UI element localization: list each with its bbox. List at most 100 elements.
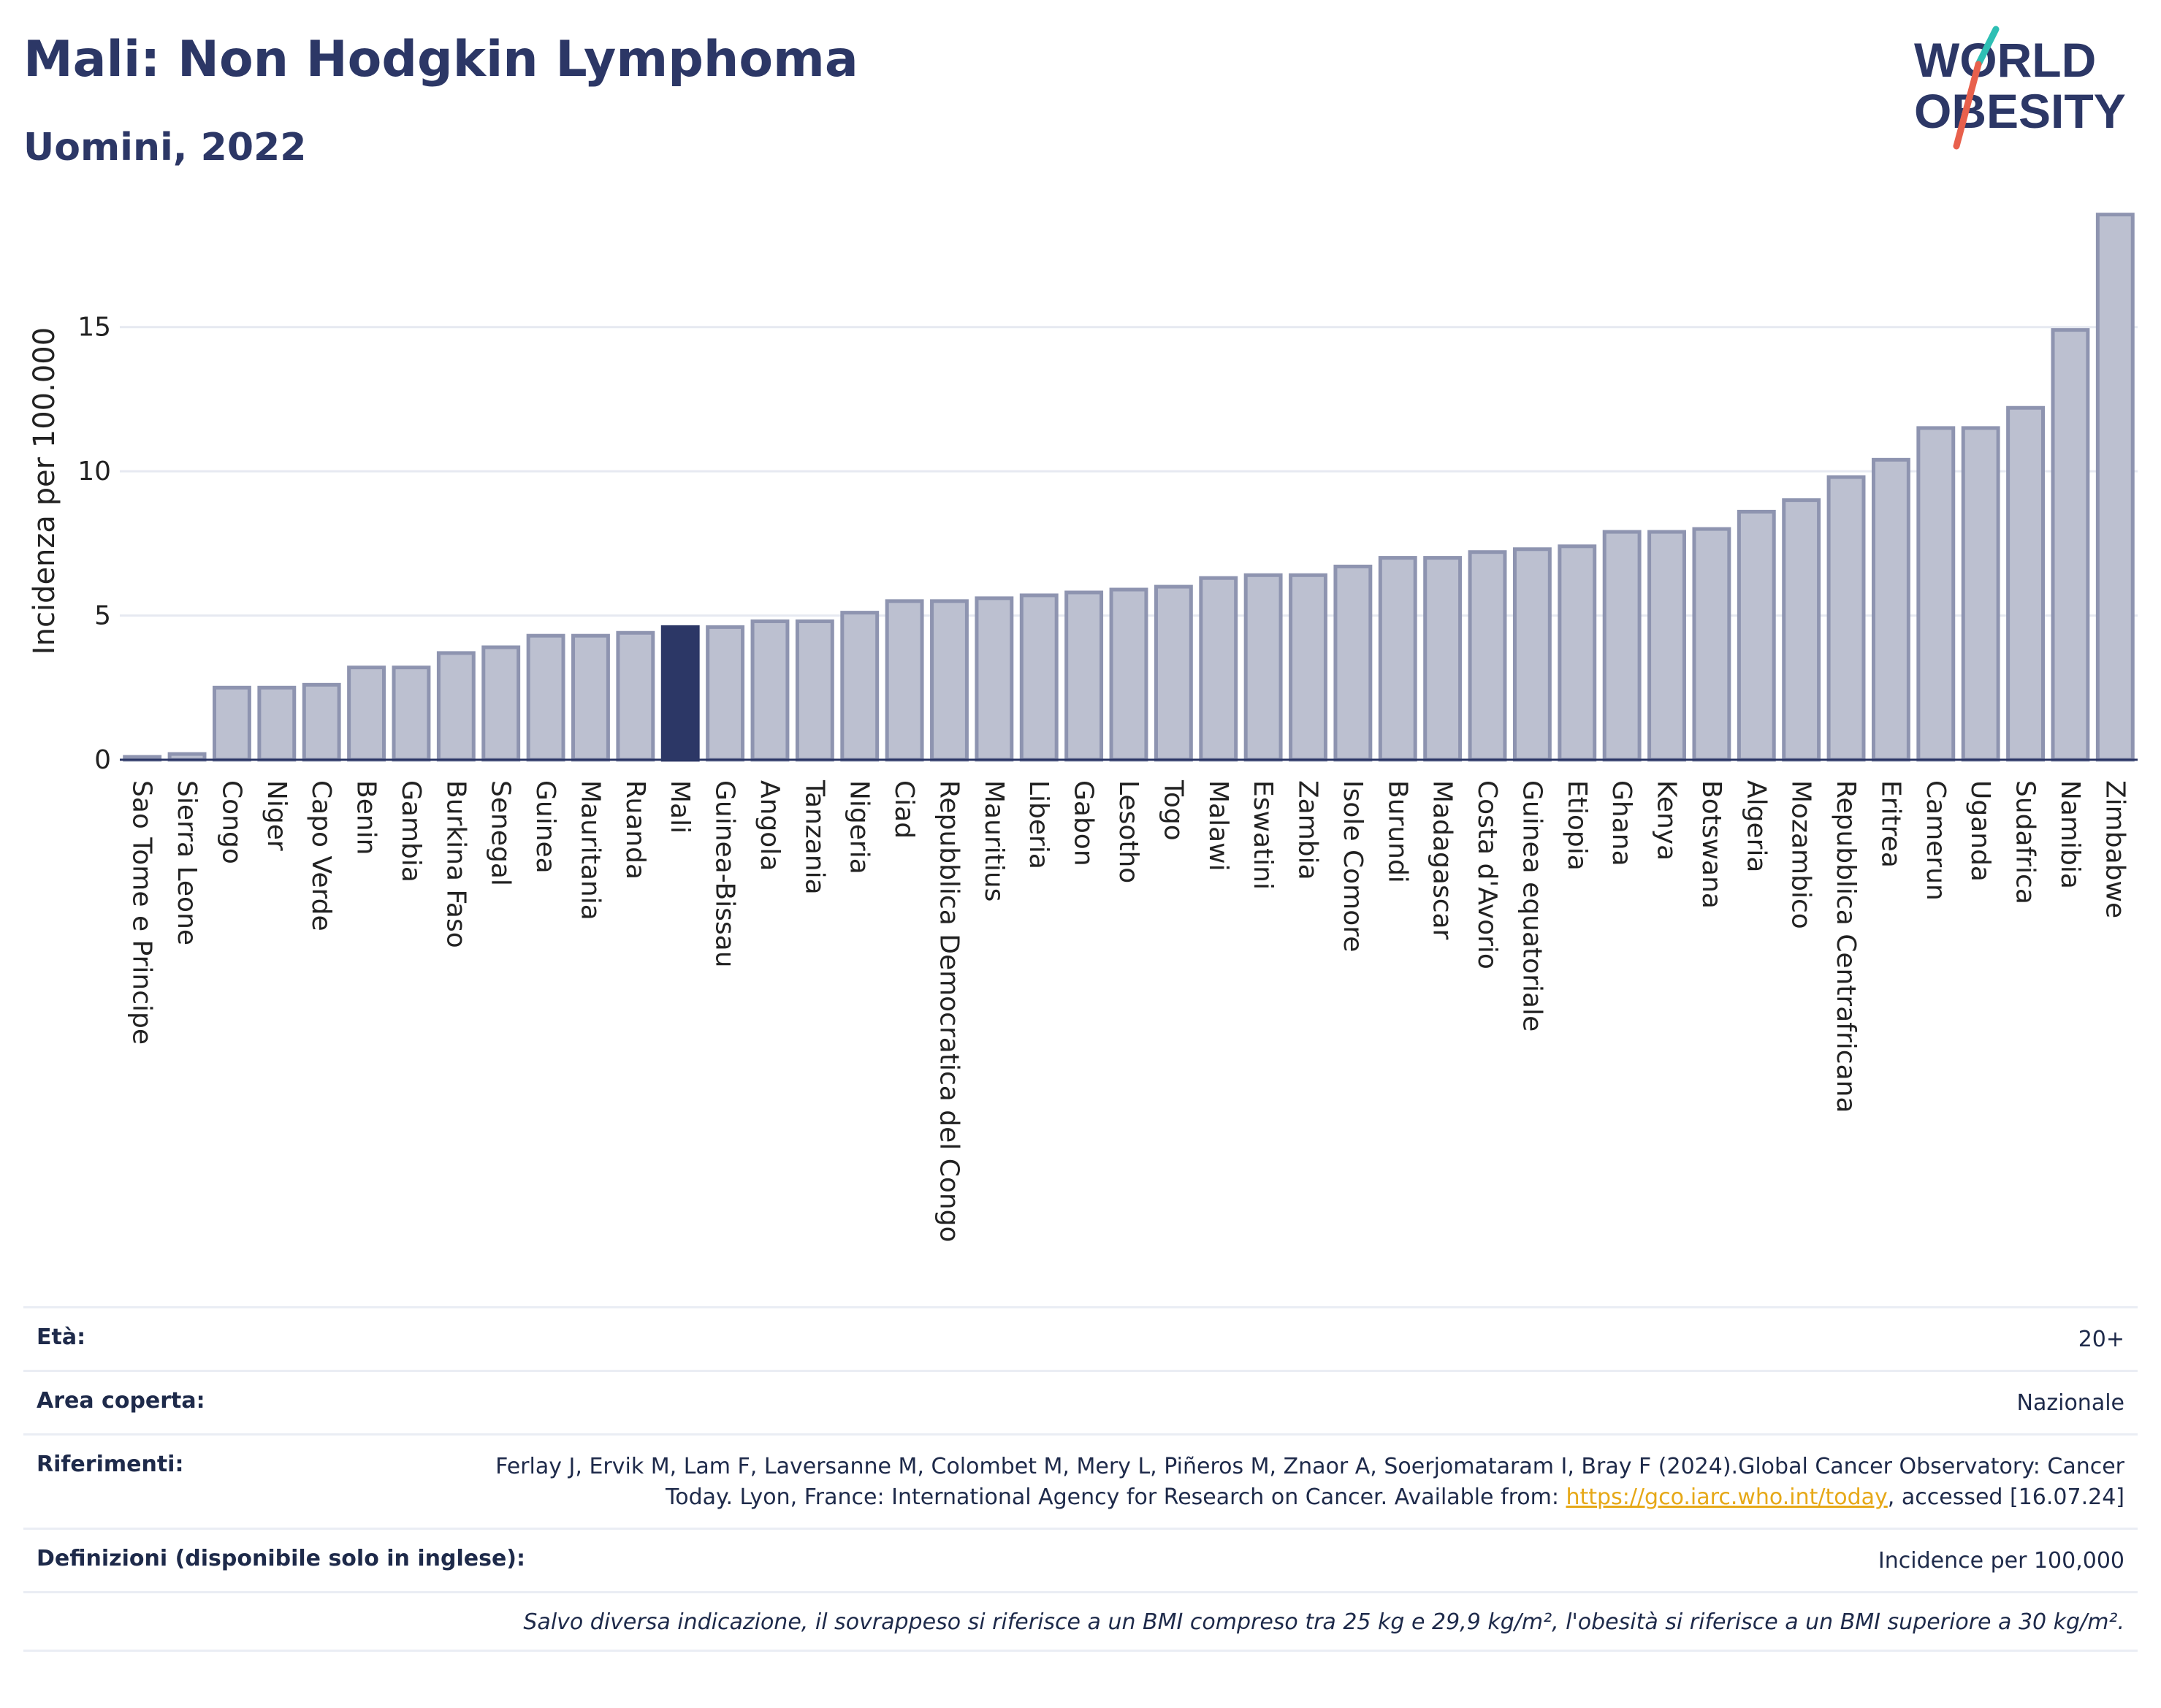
x-tick-label: Lesotho <box>1113 780 1143 883</box>
bar-eritrea[interactable] <box>1871 457 1910 762</box>
y-tick-label: 0 <box>94 745 111 775</box>
references-link[interactable]: https://gco.iarc.who.int/today <box>1566 1484 1888 1510</box>
bar-tanzania[interactable] <box>795 619 834 762</box>
bar-eswatini[interactable] <box>1243 573 1283 762</box>
definitions-label: Definizioni (disponibile solo in inglese… <box>37 1546 525 1571</box>
bar-malawi[interactable] <box>1199 576 1238 762</box>
x-tick-label: Gabon <box>1069 780 1099 866</box>
age-label: Età: <box>37 1324 86 1350</box>
x-tick-label: Botswana <box>1696 780 1726 909</box>
bar-lesotho[interactable] <box>1109 587 1148 762</box>
x-tick-label: Zambia <box>1293 780 1323 880</box>
x-tick-label: Niger <box>262 780 291 851</box>
x-tick-label: Burkina Faso <box>441 780 470 948</box>
x-tick-label: Sao Tome e Principe <box>127 780 157 1045</box>
references-row: Riferimenti: Ferlay J, Ervik M, Lam F, L… <box>23 1433 2138 1528</box>
bar-guinea-bissau[interactable] <box>706 625 745 762</box>
bar-ciad[interactable] <box>885 599 924 762</box>
x-tick-label: Repubblica Democratica del Congo <box>934 780 964 1243</box>
bar-camerun[interactable] <box>1916 426 1956 762</box>
bar-repubblica-democratica-del-congo[interactable] <box>930 599 969 762</box>
bar-congo[interactable] <box>213 685 251 762</box>
x-tick-label: Zimbabwe <box>2100 780 2130 918</box>
bar-kenya[interactable] <box>1647 530 1686 762</box>
x-tick-label: Ciad <box>889 780 919 839</box>
bar-niger[interactable] <box>257 685 297 762</box>
definitions-value: Incidence per 100,000 <box>1878 1548 2124 1574</box>
x-tick-label: Mauritania <box>575 780 605 920</box>
bar-burundi[interactable] <box>1378 556 1417 762</box>
bar-algeria[interactable] <box>1737 509 1776 762</box>
x-tick-label: Eritrea <box>1875 780 1905 868</box>
area-label: Area coperta: <box>37 1388 205 1414</box>
bar-mozambico[interactable] <box>1782 498 1821 762</box>
bar-gambia[interactable] <box>392 666 431 762</box>
x-tick-label: Tanzania <box>799 779 829 895</box>
x-tick-label: Mozambico <box>1786 780 1816 929</box>
bar-nigeria[interactable] <box>840 611 880 762</box>
x-tick-label: Costa d'Avorio <box>1472 780 1502 969</box>
x-tick-label: Guinea-Bissau <box>710 780 740 968</box>
x-tick-label: Ruanda <box>620 780 650 880</box>
definitions-row: Definizioni (disponibile solo in inglese… <box>23 1528 2138 1591</box>
bar-gabon[interactable] <box>1064 590 1104 762</box>
x-tick-label: Gambia <box>396 780 426 882</box>
x-tick-label: Namibia <box>2055 780 2085 889</box>
x-tick-label: Malawi <box>1203 780 1233 872</box>
bar-mauritania[interactable] <box>571 633 610 762</box>
x-tick-label: Isole Comore <box>1338 780 1368 952</box>
x-tick-label: Burundi <box>1382 780 1412 883</box>
bar-ruanda[interactable] <box>616 630 655 762</box>
bar-sudafrica[interactable] <box>2006 405 2045 762</box>
bar-togo[interactable] <box>1154 584 1193 762</box>
bar-botswana[interactable] <box>1692 527 1731 762</box>
bar-guinea[interactable] <box>526 633 565 762</box>
x-tick-label: Ghana <box>1607 780 1636 866</box>
x-tick-label: Sudafrica <box>2011 780 2040 904</box>
x-tick-label: Eswatini <box>1248 780 1278 890</box>
info-table: Età: 20+ Area coperta: Nazionale Riferim… <box>23 1306 2138 1652</box>
logo-line1: WORLD <box>1914 33 2096 87</box>
bar-guinea-equatoriale[interactable] <box>1512 547 1552 762</box>
y-tick-label: 5 <box>94 601 111 631</box>
references-tail: , accessed [16.07.24] <box>1887 1484 2124 1510</box>
references-text: Ferlay J, Ervik M, Lam F, Laversanne M, … <box>495 1454 2124 1510</box>
x-tick-label: Togo <box>1158 779 1188 841</box>
bar-uganda[interactable] <box>1961 426 2000 762</box>
x-tick-label: Mali <box>665 780 695 834</box>
area-value: Nazionale <box>2016 1390 2124 1416</box>
bar-mauritius[interactable] <box>975 596 1014 762</box>
bar-liberia[interactable] <box>1019 593 1059 762</box>
bar-etiopia[interactable] <box>1558 544 1597 762</box>
bar-namibia[interactable] <box>2051 328 2090 762</box>
bar-costa-d-avorio[interactable] <box>1468 550 1507 762</box>
x-tick-label: Algeria <box>1741 780 1771 873</box>
bar-benin[interactable] <box>347 666 386 762</box>
bar-ghana[interactable] <box>1602 530 1642 762</box>
bar-zambia[interactable] <box>1289 573 1327 762</box>
bar-angola[interactable] <box>750 619 790 762</box>
bar-madagascar[interactable] <box>1423 556 1463 762</box>
references-label: Riferimenti: <box>37 1452 184 1477</box>
bar-burkina-faso[interactable] <box>436 651 476 762</box>
references-value: Ferlay J, Ervik M, Lam F, Laversanne M, … <box>444 1452 2124 1513</box>
bar-senegal[interactable] <box>481 645 521 762</box>
y-tick-label: 10 <box>77 457 111 487</box>
x-tick-label: Liberia <box>1024 780 1053 869</box>
chart-subtitle: Uomini, 2022 <box>23 126 307 169</box>
bar-isole-comore[interactable] <box>1333 564 1373 762</box>
area-row: Area coperta: Nazionale <box>23 1370 2138 1433</box>
bar-capo-verde[interactable] <box>302 682 341 762</box>
bar-zimbabwe[interactable] <box>2095 213 2135 762</box>
x-tick-label: Camerun <box>1921 780 1951 901</box>
x-tick-label: Mauritius <box>979 780 1009 901</box>
x-tick-label: Repubblica Centrafricana <box>1831 780 1861 1113</box>
x-tick-label: Uganda <box>1965 780 1995 882</box>
bar-mali[interactable] <box>660 625 700 762</box>
x-tick-label: Benin <box>351 780 381 855</box>
bar-chart: Sao Tome e Principe Sierra Leone Congo Nige… <box>28 213 2138 1243</box>
x-tick-label: Kenya <box>1652 780 1682 861</box>
note-row: Salvo diversa indicazione, il sovrappeso… <box>23 1591 2138 1652</box>
x-tick-label: Madagascar <box>1428 780 1457 940</box>
bar-repubblica-centrafricana[interactable] <box>1826 475 1866 762</box>
